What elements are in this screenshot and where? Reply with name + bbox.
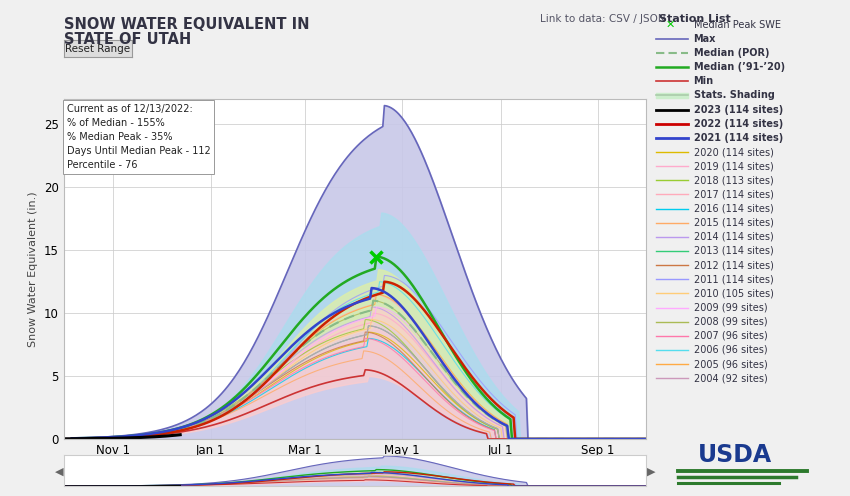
Text: Median (POR): Median (POR) [694,48,769,58]
Text: 2016 (114 sites): 2016 (114 sites) [694,203,774,214]
Text: SNOW WATER EQUIVALENT IN: SNOW WATER EQUIVALENT IN [64,17,309,32]
Text: 2005 (96 sites): 2005 (96 sites) [694,359,768,369]
Y-axis label: Snow Water Equivalent (in.): Snow Water Equivalent (in.) [28,191,38,347]
Text: 2011 (114 sites): 2011 (114 sites) [694,274,774,284]
Text: STATE OF UTAH: STATE OF UTAH [64,32,191,47]
Text: Max: Max [694,34,716,44]
Text: 2023 (114 sites): 2023 (114 sites) [694,105,783,115]
Text: 2017 (114 sites): 2017 (114 sites) [694,189,774,199]
Text: 2022 (114 sites): 2022 (114 sites) [694,119,783,129]
Text: Link to data: CSV / JSON: Link to data: CSV / JSON [540,14,666,24]
Text: Current as of 12/13/2022:
% of Median - 155%
% Median Peak - 35%
Days Until Medi: Current as of 12/13/2022: % of Median - … [66,104,211,170]
Text: ◀: ◀ [55,466,64,476]
Text: 2014 (114 sites): 2014 (114 sites) [694,232,774,242]
Text: Reset Range: Reset Range [65,44,130,54]
Text: 2015 (114 sites): 2015 (114 sites) [694,218,774,228]
Text: Median Peak SWE: Median Peak SWE [694,20,780,30]
Text: 2012 (114 sites): 2012 (114 sites) [694,260,774,270]
Text: USDA: USDA [697,442,772,467]
Text: 2021 (114 sites): 2021 (114 sites) [694,133,783,143]
Text: 2009 (99 sites): 2009 (99 sites) [694,303,768,312]
Text: 2008 (99 sites): 2008 (99 sites) [694,316,768,327]
Text: ✕: ✕ [666,20,675,30]
Text: 2020 (114 sites): 2020 (114 sites) [694,147,774,157]
Text: 2010 (105 sites): 2010 (105 sites) [694,288,774,299]
Text: 2018 (113 sites): 2018 (113 sites) [694,175,774,186]
Text: Median (’91-’20): Median (’91-’20) [694,62,785,72]
Text: 2007 (96 sites): 2007 (96 sites) [694,331,768,341]
Text: 2013 (114 sites): 2013 (114 sites) [694,246,774,256]
Text: 2006 (96 sites): 2006 (96 sites) [694,345,768,355]
Text: Station List: Station List [659,14,730,24]
Text: ▶: ▶ [647,466,655,476]
Text: 2019 (114 sites): 2019 (114 sites) [694,161,774,171]
Text: Min: Min [694,76,714,86]
Text: Stats. Shading: Stats. Shading [694,90,774,101]
Text: 2004 (92 sites): 2004 (92 sites) [694,373,768,383]
